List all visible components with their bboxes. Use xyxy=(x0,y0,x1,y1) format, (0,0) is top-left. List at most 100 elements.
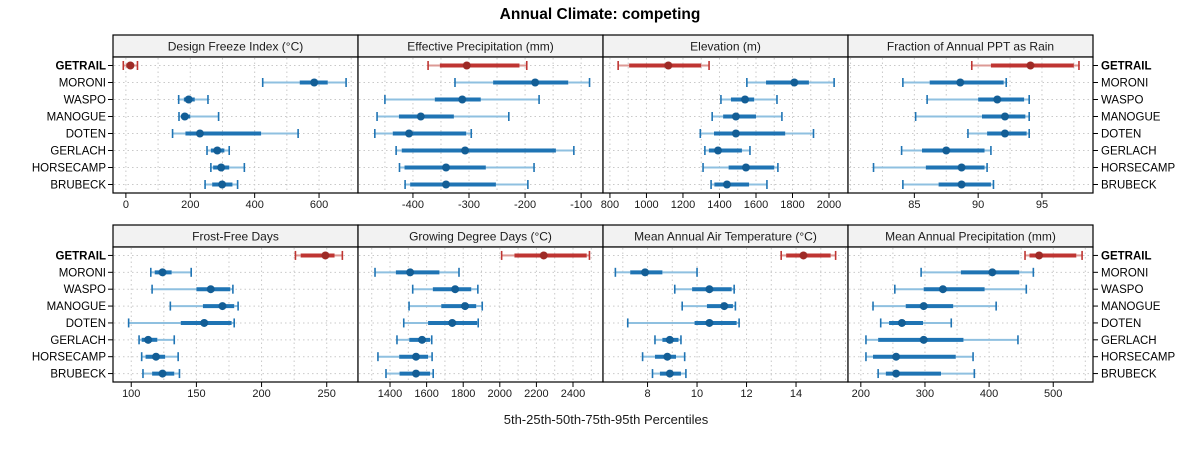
percentiles-caption: 5th-25th-50th-75th-95th Percentiles xyxy=(503,412,709,427)
plot-area xyxy=(112,246,359,383)
x-tick-label: 1200 xyxy=(671,199,695,211)
interval-moroni xyxy=(614,267,698,277)
median-dot xyxy=(217,163,226,172)
median-dot xyxy=(451,285,460,294)
row-label-left: GERLACH xyxy=(50,335,106,347)
interval-brubeck xyxy=(142,369,181,379)
interval-doten xyxy=(699,129,815,138)
interval-waspo xyxy=(177,95,209,104)
median-dot xyxy=(993,95,1002,104)
plot-area xyxy=(357,246,604,383)
strip-title: Mean Annual Air Temperature (°C) xyxy=(634,230,817,244)
x-tick-label: 400 xyxy=(980,388,998,400)
median-dot xyxy=(722,180,731,189)
interval-doten xyxy=(967,129,1030,138)
x-tick-label: 12 xyxy=(740,388,752,400)
interval-moroni xyxy=(149,267,192,277)
median-dot xyxy=(461,146,470,155)
median-dot xyxy=(405,129,414,138)
row-label-left: MANOGUE xyxy=(47,301,107,313)
median-dot xyxy=(790,78,799,87)
median-dot xyxy=(442,180,451,189)
row-label-right: BRUBECK xyxy=(1101,369,1157,381)
median-dot xyxy=(412,369,421,378)
median-dot xyxy=(919,302,928,311)
row-label-right: MORONI xyxy=(1101,267,1148,279)
panel-effective-precipitation-mm-: Effective Precipitation (mm) -400 -300 -200… xyxy=(357,34,604,211)
panel-design-freeze-index-c-: Design Freeze Index (°C) 0 200 400 600 xyxy=(112,34,359,211)
interval-waspo xyxy=(720,95,778,104)
median-dot xyxy=(892,369,901,378)
median-dot xyxy=(461,302,470,311)
interval-gerlach xyxy=(396,335,433,345)
x-tick-label: 85 xyxy=(908,199,920,211)
row-label-right: DOTEN xyxy=(1101,129,1141,141)
row-label-left: HORSECAMP xyxy=(32,352,106,364)
interval-waspo xyxy=(411,284,479,294)
median-dot xyxy=(938,285,947,294)
median-dot xyxy=(731,129,740,138)
chart-title: Annual Climate: competing xyxy=(499,6,701,23)
x-tick-label: 0 xyxy=(123,199,129,211)
median-dot xyxy=(665,369,674,378)
x-tick-label: 200 xyxy=(252,388,270,400)
median-dot xyxy=(957,180,966,189)
median-dot xyxy=(663,352,672,361)
median-dot xyxy=(919,335,928,344)
panel-growing-degree-days-c-: Growing Degree Days (°C) 1400 1600 1800 2000… xyxy=(357,224,604,400)
x-tick-label: 300 xyxy=(916,388,934,400)
median-dot xyxy=(705,285,714,294)
median-dot xyxy=(892,352,901,361)
median-dot xyxy=(158,369,167,378)
interval-horsecamp xyxy=(641,352,686,362)
plot-area xyxy=(847,56,1094,194)
row-label-right: HORSECAMP xyxy=(1101,163,1175,175)
interval-manogue xyxy=(178,112,220,121)
interval-brubeck xyxy=(651,369,687,379)
interval-getrail xyxy=(500,250,591,260)
x-tick-label: 500 xyxy=(1044,388,1062,400)
median-dot xyxy=(144,335,153,344)
median-dot xyxy=(416,112,425,121)
row-label-left: MANOGUE xyxy=(47,112,107,124)
row-label-left: DOTEN xyxy=(66,129,106,141)
interval-manogue xyxy=(376,112,510,121)
interval-waspo xyxy=(384,95,540,104)
x-tick-label: 95 xyxy=(1036,199,1048,211)
x-tick-label: 1600 xyxy=(414,388,438,400)
x-tick-label: 1600 xyxy=(744,199,768,211)
interval-gerlach xyxy=(865,335,1019,345)
interval-manogue xyxy=(711,112,783,121)
strip-title: Effective Precipitation (mm) xyxy=(407,40,554,54)
median-dot xyxy=(158,268,167,277)
interval-getrail xyxy=(617,61,710,70)
median-dot xyxy=(458,95,467,104)
x-tick-label: 600 xyxy=(310,199,328,211)
x-tick-label: 2000 xyxy=(817,199,841,211)
median-dot xyxy=(180,112,189,121)
strip-title: Mean Annual Precipitation (mm) xyxy=(885,230,1056,244)
median-dot xyxy=(1000,112,1009,121)
x-tick-label: 1800 xyxy=(780,199,804,211)
x-tick-label: 1400 xyxy=(707,199,731,211)
row-label-right: GETRAIL xyxy=(1101,61,1151,73)
x-tick-label: 400 xyxy=(245,199,263,211)
interval-doten xyxy=(171,129,299,138)
interval-doten xyxy=(127,318,235,328)
interval-doten xyxy=(402,318,480,328)
x-tick-label: 100 xyxy=(122,388,140,400)
interval-moroni xyxy=(374,267,460,277)
row-label-left: MORONI xyxy=(59,78,106,90)
interval-horsecamp xyxy=(377,352,433,362)
median-dot xyxy=(705,318,714,327)
strip-title: Elevation (m) xyxy=(690,40,761,54)
interval-moroni xyxy=(920,267,1035,277)
row-label-right: MORONI xyxy=(1101,78,1148,90)
interval-manogue xyxy=(914,112,1030,121)
median-dot xyxy=(720,302,729,311)
panel-elevation-m-: Elevation (m) 800 1000 1200 1400 1600 1800 2000 xyxy=(601,34,849,211)
row-label-left: HORSECAMP xyxy=(32,163,106,175)
plot-area xyxy=(357,56,604,194)
interval-gerlach xyxy=(206,146,231,155)
